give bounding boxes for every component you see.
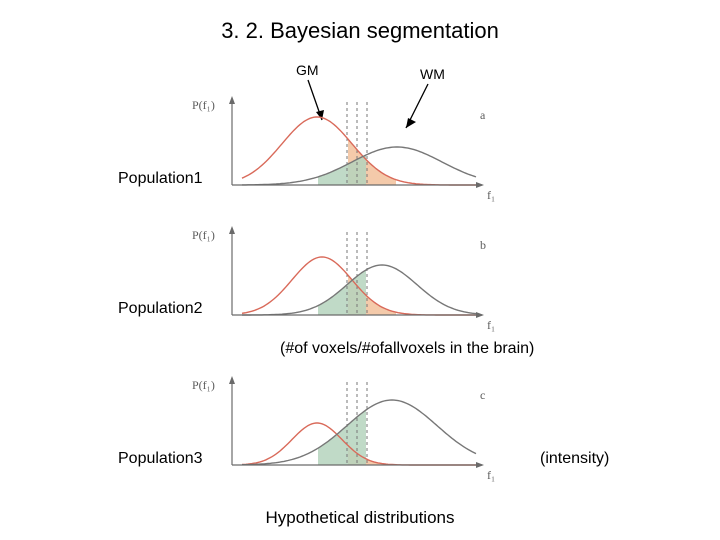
bottom-caption: Hypothetical distributions (0, 508, 720, 528)
yaxis-label-2: P(f₁) (192, 228, 215, 243)
population3-label: Population3 (118, 450, 203, 468)
chart-panel-1 (222, 90, 497, 200)
chart-panel-2 (222, 220, 497, 330)
yaxis-label-1: P(f₁) (192, 98, 215, 113)
population2-label: Population2 (118, 300, 203, 318)
chart-svg-2 (222, 220, 497, 330)
chart-svg-3 (222, 370, 497, 480)
voxels-annotation: (#of voxels/#ofallvoxels in the brain) (280, 340, 534, 358)
chart-svg-1 (222, 90, 497, 200)
intensity-annotation: (intensity) (540, 450, 609, 468)
population1-label: Population1 (118, 170, 203, 188)
yaxis-label-3: P(f₁) (192, 378, 215, 393)
gm-label: GM (296, 62, 319, 78)
wm-label: WM (420, 66, 445, 82)
chart-panel-3 (222, 370, 497, 480)
page-title: 3. 2. Bayesian segmentation (0, 18, 720, 44)
